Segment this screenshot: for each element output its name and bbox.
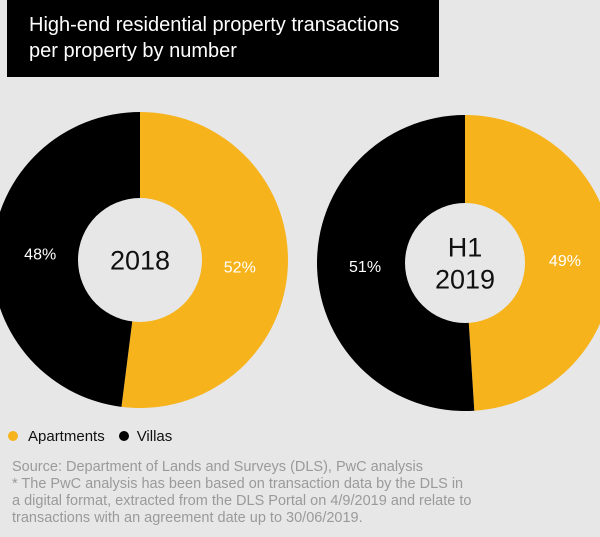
villas-swatch xyxy=(118,431,129,441)
donut-hole xyxy=(78,198,202,322)
legend: Apartments Villas xyxy=(8,426,186,446)
legend-item-apartments: Apartments xyxy=(8,428,105,445)
slice-label-apartments: 52% xyxy=(224,259,256,276)
slice-apartments xyxy=(465,115,600,411)
slice-villas xyxy=(316,115,475,412)
legend-label-apartments: Apartments xyxy=(28,427,105,445)
footnote-line-2: a digital format, extracted from the DLS… xyxy=(12,493,472,509)
center-label: H1 xyxy=(448,233,483,263)
slice-apartments xyxy=(121,112,288,408)
legend-item-villas: Villas xyxy=(118,427,173,445)
donut-hole xyxy=(405,203,525,323)
center-label: 2019 xyxy=(435,265,495,295)
source-note: Source: Department of Lands and Surveys … xyxy=(12,459,424,475)
center-label: 2018 xyxy=(110,246,170,276)
apartments-swatch xyxy=(8,431,18,441)
donut-2018: 52% 48% 2018 xyxy=(0,112,288,408)
slice-label-apartments: 49% xyxy=(549,253,581,270)
footnote: Source: Department of Lands and Surveys … xyxy=(12,459,592,527)
slice-villas xyxy=(0,112,140,407)
title-line-2: per property by number xyxy=(29,40,237,62)
title-line-1: High-end residential property transactio… xyxy=(29,14,400,36)
chart-title: High-end residential property transactio… xyxy=(7,0,439,77)
footnote-line-3: transactions with an agreement date up t… xyxy=(12,510,363,526)
footnote-line-1: * The PwC analysis has been based on tra… xyxy=(12,476,464,492)
legend-label-villas: Villas xyxy=(136,427,173,445)
slice-label-villas: 51% xyxy=(349,259,381,276)
slice-label-villas: 48% xyxy=(24,247,56,264)
